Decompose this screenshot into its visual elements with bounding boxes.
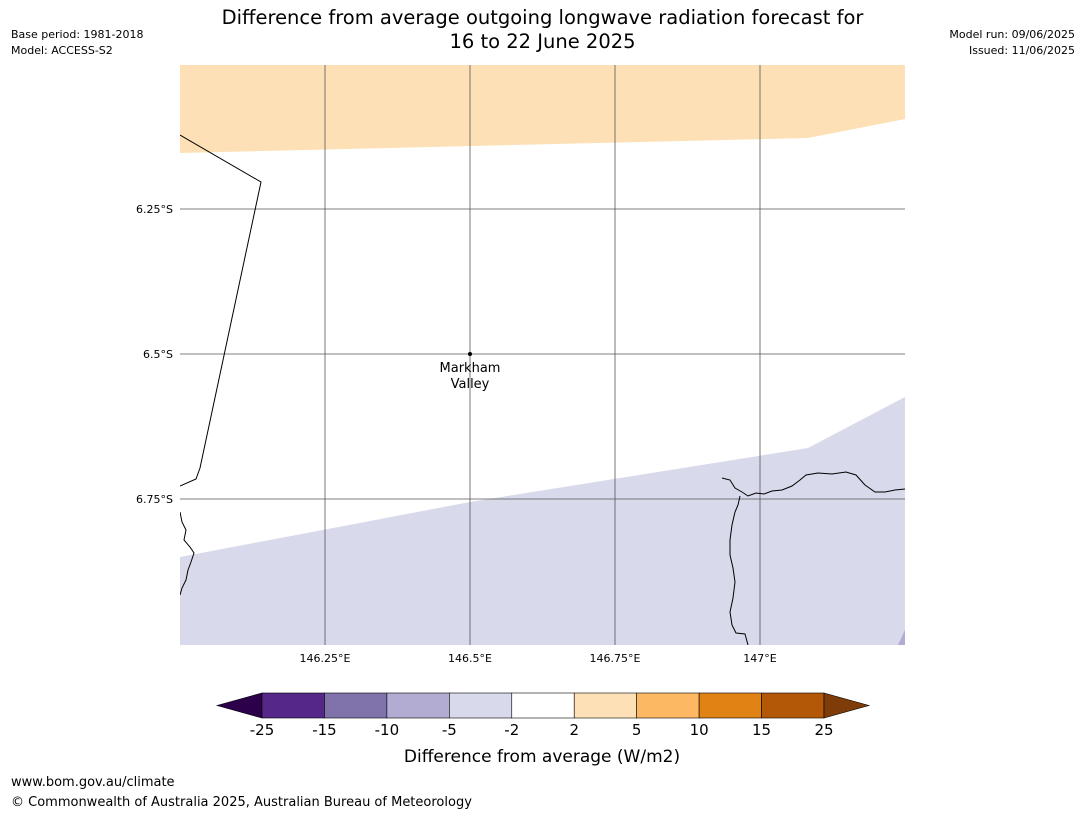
coastline-south	[729, 495, 749, 645]
colorbar-tick-label: -25	[250, 721, 275, 739]
map-area	[180, 65, 905, 645]
place-dot	[468, 352, 472, 356]
latitude-labels: 6.25°S 6.5°S 6.75°S	[136, 203, 173, 506]
footer-copyright: © Commonwealth of Australia 2025, Austra…	[11, 795, 472, 810]
colorbar-label: Difference from average (W/m2)	[404, 747, 680, 767]
colorbar-segment	[636, 692, 700, 719]
colorbar-tick-label: 15	[752, 721, 771, 739]
border-line	[180, 134, 262, 487]
lon-label: 146.25°E	[300, 652, 351, 665]
issued-text: Issued: 11/06/2025	[968, 44, 1075, 57]
colorbar-segment	[511, 692, 575, 719]
model-text: Model: ACCESS-S2	[11, 44, 113, 57]
negative-anomaly-region-2	[898, 630, 905, 645]
colorbar-segment	[573, 692, 637, 719]
base-period-text: Base period: 1981-2018	[11, 28, 144, 41]
colorbar-segment	[449, 692, 513, 719]
lon-label: 146.5°E	[448, 652, 492, 665]
lon-label: 147°E	[743, 652, 776, 665]
positive-anomaly-region	[180, 65, 905, 153]
lat-label: 6.75°S	[136, 493, 173, 506]
meta-left: Base period: 1981-2018 Model: ACCESS-S2	[11, 27, 143, 59]
coastlines-borders	[180, 134, 905, 645]
colorbar-tick-label: -5	[442, 721, 457, 739]
lon-label: 146.75°E	[590, 652, 641, 665]
coastline-east	[721, 471, 905, 497]
colorbar-extend-low	[215, 692, 263, 719]
place-name-line-1: Markham	[440, 361, 501, 376]
colorbar-segment	[698, 692, 762, 719]
lat-label: 6.5°S	[143, 348, 173, 361]
colorbar-segment	[324, 692, 388, 719]
colorbar-tick-label: -15	[312, 721, 337, 739]
longitude-labels: 146.25°E 146.5°E 146.75°E 147°E	[300, 652, 777, 665]
meta-right: Model run: 09/06/2025 Issued: 11/06/2025	[949, 27, 1075, 59]
colorbar-segment	[761, 692, 825, 719]
colorbar-segment	[386, 692, 450, 719]
place-marker: Markham Valley	[440, 352, 501, 392]
colorbar-tick-label: -10	[375, 721, 400, 739]
map-title: Difference from average outgoing longwav…	[0, 6, 1085, 54]
colorbar-tick-label: 25	[814, 721, 833, 739]
colorbar-tick-label: 10	[690, 721, 709, 739]
colorbar-extend-high	[823, 692, 871, 719]
model-run-text: Model run: 09/06/2025	[949, 28, 1075, 41]
footer-url: www.bom.gov.au/climate	[11, 775, 175, 790]
colorbar: -25 -15 -10 -5 -2 2 5 10 15 25	[215, 692, 871, 739]
colorbar-tick-label: 2	[569, 721, 579, 739]
colorbar-segment	[261, 692, 325, 719]
title-line-2: 16 to 22 June 2025	[449, 30, 636, 53]
colorbar-tick-label: 5	[632, 721, 642, 739]
colorbar-tick-label: -2	[504, 721, 519, 739]
title-line-1: Difference from average outgoing longwav…	[221, 6, 864, 29]
coastline-west	[180, 511, 195, 596]
negative-anomaly-region	[180, 397, 905, 645]
lat-label: 6.25°S	[136, 203, 173, 216]
place-name-line-2: Valley	[451, 377, 490, 392]
